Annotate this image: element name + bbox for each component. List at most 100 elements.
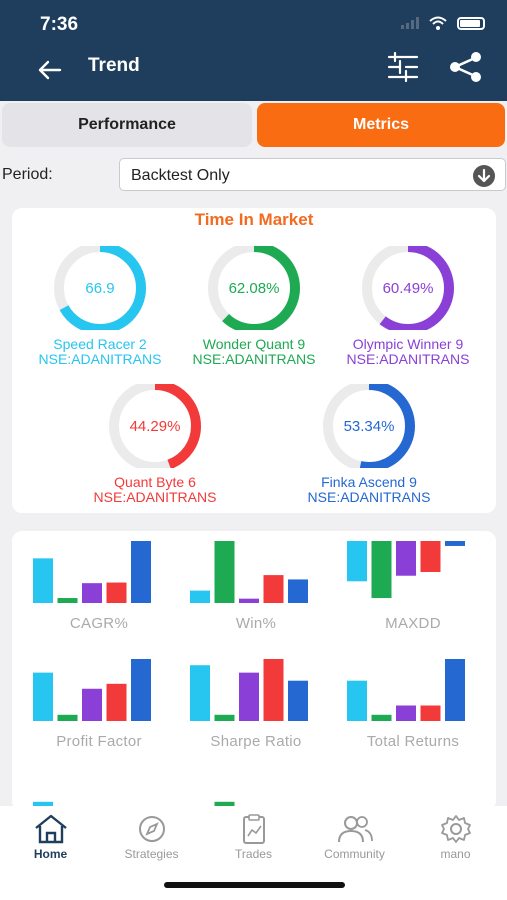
strategy-name: Wonder Quant 9 xyxy=(202,336,306,352)
strategy-symbol: NSE:ADANITRANS xyxy=(307,489,431,505)
chart-bar xyxy=(131,659,151,721)
chart-bar xyxy=(190,665,210,721)
ring-progress-arc xyxy=(109,384,201,468)
chart-bar xyxy=(347,680,367,721)
strategy-symbol: NSE:ADANITRANS xyxy=(346,351,470,367)
chart-total-returns[interactable]: Total Returns xyxy=(343,657,483,750)
strategy-name: Speed Racer 2 xyxy=(53,336,147,352)
nav-trades[interactable]: Trades xyxy=(203,806,304,866)
nav-label: Strategies xyxy=(124,847,179,861)
chart-maxdd[interactable]: MAXDD xyxy=(343,539,483,632)
ring-value: 62.08% xyxy=(229,280,280,297)
home-indicator xyxy=(164,882,345,888)
ring-wonder-quant[interactable]: 62.08% Wonder Quant 9 NSE:ADANITRANS xyxy=(159,246,349,367)
nav-label: Home xyxy=(33,847,68,861)
chart-bar xyxy=(33,558,53,603)
clipboard-icon xyxy=(242,814,265,844)
chart-bar xyxy=(57,714,78,721)
nav-home[interactable]: Home xyxy=(0,806,101,866)
tab-metrics[interactable]: Metrics xyxy=(257,103,505,147)
strategy-symbol: NSE:ADANITRANS xyxy=(93,489,217,505)
ring-value: 44.29% xyxy=(130,418,181,435)
strategy-name: Quant Byte 6 xyxy=(114,474,196,490)
chart-bar xyxy=(420,541,441,572)
ring-progress-arc xyxy=(208,246,300,330)
filter-icon[interactable] xyxy=(386,50,420,84)
chart-bar xyxy=(288,579,308,603)
chart-profit-factor[interactable]: Profit Factor xyxy=(29,657,169,750)
bottom-navigation: Home Strategies Trades Community mano xyxy=(0,806,507,900)
chart-bar xyxy=(106,683,127,721)
gear-icon xyxy=(440,815,471,843)
strategy-symbol: NSE:ADANITRANS xyxy=(192,351,316,367)
chart-bar xyxy=(445,541,465,546)
ring-value: 66.9 xyxy=(85,280,114,297)
chart-bar xyxy=(106,582,127,603)
nav-label: Community xyxy=(324,847,385,861)
chart-bar xyxy=(131,541,151,603)
chart-bar xyxy=(214,714,235,721)
chart-bar xyxy=(190,590,210,603)
battery-icon xyxy=(457,16,485,30)
chart-bar xyxy=(82,583,102,603)
strategy-name: Olympic Winner 9 xyxy=(352,336,464,352)
chart-win[interactable]: Win% xyxy=(186,539,326,632)
ring-progress-arc xyxy=(54,246,146,330)
status-time: 7:36 xyxy=(40,14,79,35)
chart-bar xyxy=(396,705,416,721)
period-value: Backtest Only xyxy=(131,167,230,184)
chart-bar xyxy=(263,659,284,721)
people-icon xyxy=(337,816,373,843)
tab-performance[interactable]: Performance xyxy=(2,103,252,147)
chart-label: Win% xyxy=(235,615,277,632)
nav-strategies[interactable]: Strategies xyxy=(101,806,202,866)
chart-label: Total Returns xyxy=(366,733,460,750)
chart-label: Profit Factor xyxy=(56,733,142,750)
time-in-market-title: Time In Market xyxy=(194,210,314,229)
ring-speed-racer[interactable]: 66.9 Speed Racer 2 NSE:ADANITRANS xyxy=(5,246,195,367)
nav-community[interactable]: Community xyxy=(304,806,405,866)
back-arrow-icon[interactable] xyxy=(36,56,64,84)
period-select[interactable]: Backtest Only xyxy=(119,158,506,191)
top-app-bar: Trend xyxy=(0,40,507,101)
chart-bar xyxy=(371,714,392,721)
dropdown-arrow-icon xyxy=(473,165,495,187)
page-title: Trend xyxy=(88,55,140,76)
signal-icon xyxy=(401,17,419,29)
ring-quant-byte[interactable]: 44.29% Quant Byte 6 NSE:ADANITRANS xyxy=(60,384,250,505)
chart-label: Sharpe Ratio xyxy=(210,733,302,750)
metrics-charts-card: CAGR% Win% MAXDD Profit Factor Sharpe Ra… xyxy=(12,531,496,811)
strategy-name: Finka Ascend 9 xyxy=(321,474,417,490)
chart-sharpe-ratio[interactable]: Sharpe Ratio xyxy=(186,657,326,750)
ring-progress-arc xyxy=(323,384,415,468)
nav-label: Trades xyxy=(235,847,272,861)
chart-bar xyxy=(445,659,465,721)
ring-olympic-winner[interactable]: 60.49% Olympic Winner 9 NSE:ADANITRANS xyxy=(313,246,503,367)
ring-progress-arc xyxy=(362,246,454,330)
status-bar: 7:36 xyxy=(0,0,507,40)
chart-bar xyxy=(347,541,367,582)
chart-bar xyxy=(420,705,441,721)
nav-label: mano xyxy=(440,847,471,861)
chart-bar xyxy=(33,672,53,721)
ring-finka-ascend[interactable]: 53.34% Finka Ascend 9 NSE:ADANITRANS xyxy=(274,384,464,505)
share-icon[interactable] xyxy=(446,50,484,84)
chart-bar xyxy=(239,672,259,721)
chart-label: CAGR% xyxy=(69,615,129,632)
period-row: Period: Backtest Only xyxy=(0,158,507,192)
compass-icon xyxy=(138,816,165,842)
home-icon xyxy=(34,814,67,844)
chart-bar xyxy=(371,541,392,599)
chart-cagr[interactable]: CAGR% xyxy=(29,539,169,632)
chart-bar xyxy=(396,541,416,576)
nav-settings[interactable]: mano xyxy=(405,806,506,866)
wifi-icon xyxy=(429,16,447,30)
status-icons xyxy=(401,16,485,30)
ring-value: 60.49% xyxy=(383,280,434,297)
ring-value: 53.34% xyxy=(344,418,395,435)
chart-label: MAXDD xyxy=(385,615,441,632)
time-in-market-card: Time In Market 66.9 Speed Racer 2 NSE:AD… xyxy=(12,208,496,513)
chart-bar xyxy=(82,688,102,721)
chart-bar xyxy=(263,575,284,603)
chart-bar xyxy=(288,680,308,721)
